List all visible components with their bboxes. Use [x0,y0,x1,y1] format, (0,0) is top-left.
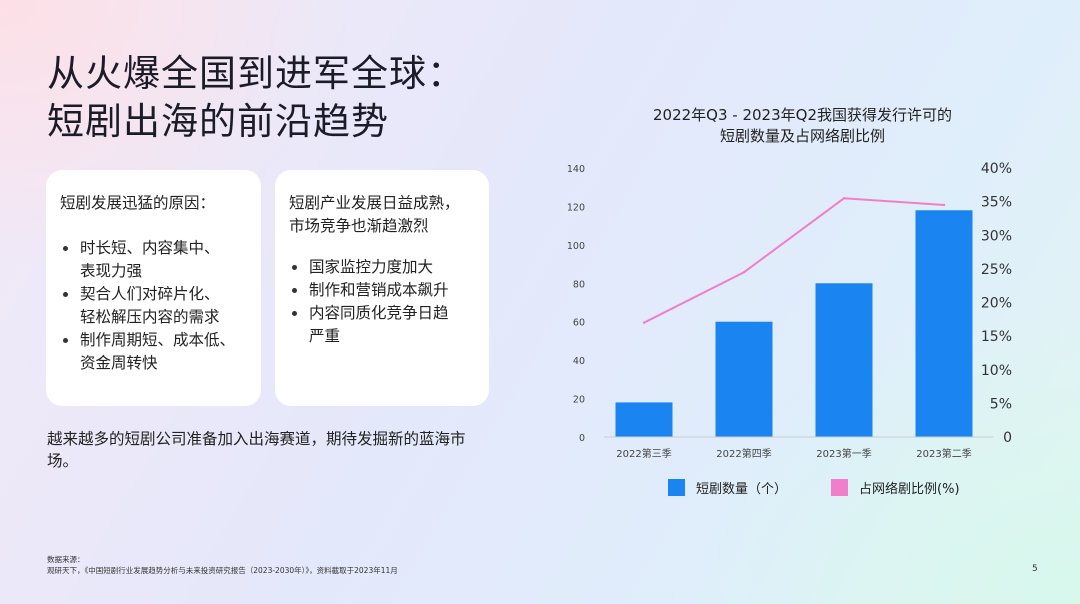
list-item-line: 制作和营销成本飙升 [309,281,449,299]
list-item-line: 内容同质化竞争日趋 [309,304,449,322]
data-source: 数据来源： 观研天下，《中国短剧行业发展趋势分析与未来投资研究报告（2023-2… [47,554,398,576]
ratio-point [942,203,946,207]
ratio-point [842,197,846,200]
chart-legend: 短剧数量（个） 占网络剧比例(%) [668,478,1004,497]
y-right-tick-label: 40% [981,161,1012,177]
x-tick-label: 2023第二季 [916,447,971,460]
list-item-line: 资金周转快 [80,354,158,372]
legend-label-ratio: 占网络剧比例(%) [859,482,960,497]
list-item-line: 轻松解压内容的需求 [80,308,220,326]
y-right-tick-label: 15% [981,329,1012,345]
x-tick-label: 2022第四季 [716,447,771,460]
y-left-tick-label: 60 [573,318,585,329]
list-item: 制作周期短、成本低、 资金周转快 [60,329,247,375]
bar [615,402,673,437]
bar [715,321,773,437]
combo-chart: 0 20 40 60 80 100 120 140 0 5% 10% 15% 20% 25% 30% 35% 4… [567,161,1012,460]
list-item-line: 契合人们对碎片化、 [80,285,220,303]
reasons-card: 短剧发展迅猛的原因： 时长短、内容集中、 表现力强 契合人们对碎片化、 轻松解压… [46,170,261,406]
title-line-1: 从火爆全国到进军全球： [47,52,465,95]
title-line-2: 短剧出海的前沿趋势 [47,100,389,143]
list-item: 时长短、内容集中、 表现力强 [60,237,247,283]
list-item: 国家监控力度加大 [289,256,475,279]
competition-heading: 短剧产业发展日益成熟， 市场竞争也渐趋激烈 [289,192,475,238]
y-left-tick-label: 20 [573,395,585,406]
conclusion-text: 越来越多的短剧公司准备加入出海赛道，期待发掘新的蓝海市场。 [47,430,466,470]
y-right-tick-label: 25% [981,262,1012,278]
chart-title-line: 短剧数量及占网络剧比例 [719,127,885,145]
ratio-line [643,197,945,324]
y-right-tick-label: 5% [990,396,1012,412]
list-item-line: 表现力强 [80,262,143,280]
legend-label-count: 短剧数量（个） [696,482,788,497]
list-item-line: 制作周期短、成本低、 [80,331,236,349]
list-item-line: 严重 [309,327,341,345]
y-right-tick-label: 20% [981,296,1012,312]
y-right-tick-label: 0 [1003,430,1012,446]
y-right-tick-label: 30% [981,228,1012,244]
legend-item-ratio: 占网络剧比例(%) [831,478,960,497]
y-left-tick-label: 100 [567,241,585,252]
competition-list: 国家监控力度加大 制作和营销成本飙升 内容同质化竞争日趋 严重 [289,256,475,348]
y-left-tick-label: 120 [567,202,585,213]
legend-swatch-line [831,479,849,496]
y-right-tick-label: 35% [981,195,1012,211]
list-item-line: 时长短、内容集中、 [80,239,220,257]
ratio-point [742,271,746,274]
reasons-heading: 短剧发展迅猛的原因： [60,194,216,212]
legend-item-count: 短剧数量（个） [668,478,787,497]
x-tick-label: 2022第三季 [616,447,671,460]
slide-title: 从火爆全国到进军全球： 短剧出海的前沿趋势 [47,50,465,146]
y-left-tick-label: 40 [573,356,585,367]
bar [815,283,873,437]
source-text: 观研天下，《中国短剧行业发展趋势分析与未来投资研究报告（2023-2030年）》… [47,566,398,575]
y-left-tick-label: 80 [573,279,585,290]
chart-title-line: 2022年Q3 - 2023年Q2我国获得发行许可的 [653,106,952,124]
y-left-tick-label: 0 [579,433,585,444]
competition-card: 短剧产业发展日益成熟， 市场竞争也渐趋激烈 国家监控力度加大 制作和营销成本飙升… [275,170,489,406]
x-tick-label: 2023第一季 [816,447,871,460]
list-item: 制作和营销成本飙升 [289,279,475,302]
list-item-line: 国家监控力度加大 [309,258,434,276]
reasons-list: 时长短、内容集中、 表现力强 契合人们对碎片化、 轻松解压内容的需求 制作周期短… [60,237,247,375]
list-item: 契合人们对碎片化、 轻松解压内容的需求 [60,283,247,329]
page-number: 5 [1032,564,1038,574]
list-item: 内容同质化竞争日趋 严重 [289,302,475,348]
bar [915,210,973,437]
source-label: 数据来源： [47,555,85,564]
legend-swatch-bar [668,479,685,496]
y-right-tick-label: 10% [981,363,1012,379]
y-left-tick-label: 140 [567,164,585,175]
ratio-point [642,321,646,324]
chart-title: 2022年Q3 - 2023年Q2我国获得发行许可的 短剧数量及占网络剧比例 [590,105,1015,147]
heading-line: 市场竞争也渐趋激烈 [289,217,429,235]
heading-line: 短剧产业发展日益成熟， [289,194,460,212]
